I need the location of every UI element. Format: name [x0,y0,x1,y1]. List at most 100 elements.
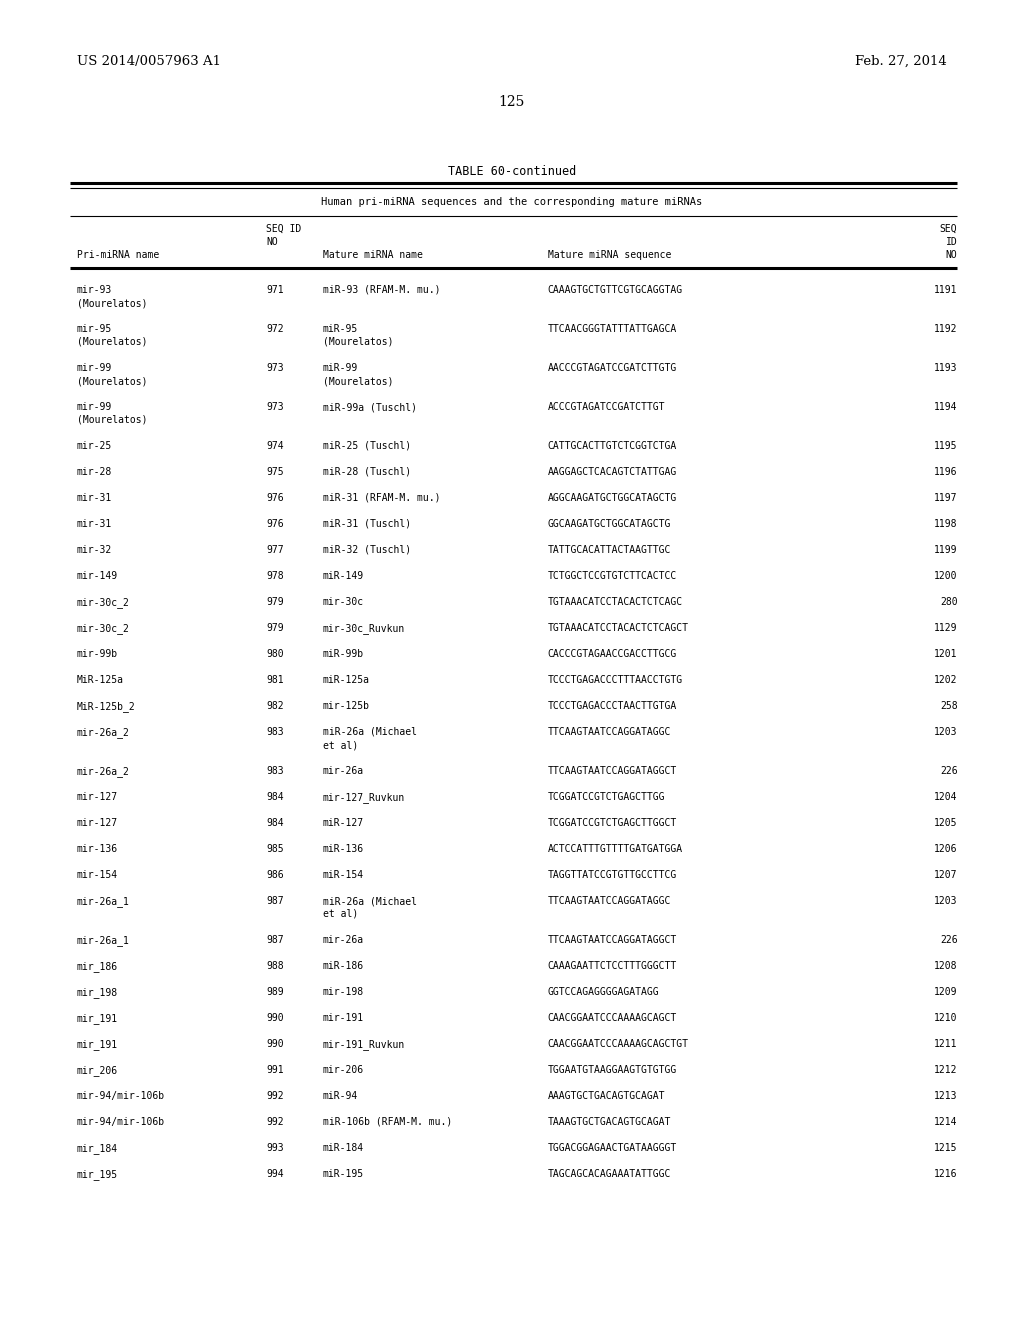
Text: 1194: 1194 [934,403,957,412]
Text: TCTGGCTCCGTGTCTTCACTCC: TCTGGCTCCGTGTCTTCACTCC [548,572,677,581]
Text: mir-191: mir-191 [323,1012,364,1023]
Text: TGGAATGTAAGGAAGTGTGTGG: TGGAATGTAAGGAAGTGTGTGG [548,1065,677,1074]
Text: 1198: 1198 [934,519,957,529]
Text: 982: 982 [266,701,285,711]
Text: miR-99b: miR-99b [323,649,364,659]
Text: 1197: 1197 [934,492,957,503]
Text: mir-154: mir-154 [77,870,118,880]
Text: mir-127_Ruvkun: mir-127_Ruvkun [323,792,404,803]
Text: TGTAAACATCCTACACTCTCAGCT: TGTAAACATCCTACACTCTCAGCT [548,623,689,634]
Text: 978: 978 [266,572,285,581]
Text: miR-195: miR-195 [323,1170,364,1179]
Text: mir-94/mir-106b: mir-94/mir-106b [77,1117,165,1127]
Text: miR-125a: miR-125a [323,675,370,685]
Text: 993: 993 [266,1143,285,1152]
Text: mir-206: mir-206 [323,1065,364,1074]
Text: 984: 984 [266,818,285,828]
Text: Human pri-miRNA sequences and the corresponding mature miRNAs: Human pri-miRNA sequences and the corres… [322,197,702,207]
Text: mir_198: mir_198 [77,987,118,998]
Text: TTCAAGTAATCCAGGATAGGC: TTCAAGTAATCCAGGATAGGC [548,896,671,906]
Text: CAACGGAATCCCAAAAGCAGCT: CAACGGAATCCCAAAAGCAGCT [548,1012,677,1023]
Text: mir-136: mir-136 [77,843,118,854]
Text: 1207: 1207 [934,870,957,880]
Text: TAGCAGCACAGAAATATTGGC: TAGCAGCACAGAAATATTGGC [548,1170,671,1179]
Text: mir-25: mir-25 [77,441,112,451]
Text: 1210: 1210 [934,1012,957,1023]
Text: 1205: 1205 [934,818,957,828]
Text: 1192: 1192 [934,323,957,334]
Text: 226: 226 [940,766,957,776]
Text: 1202: 1202 [934,675,957,685]
Text: TCCCTGAGACCCTAACTTGTGA: TCCCTGAGACCCTAACTTGTGA [548,701,677,711]
Text: CAACGGAATCCCAAAAGCAGCTGT: CAACGGAATCCCAAAAGCAGCTGT [548,1039,689,1049]
Text: 980: 980 [266,649,285,659]
Text: mir-198: mir-198 [323,987,364,997]
Text: mir-127: mir-127 [77,818,118,828]
Text: 1206: 1206 [934,843,957,854]
Text: ACCCGTAGATCCGATCTTGT: ACCCGTAGATCCGATCTTGT [548,403,666,412]
Text: GGCAAGATGCTGGCATAGCTG: GGCAAGATGCTGGCATAGCTG [548,519,671,529]
Text: NO: NO [266,238,278,247]
Text: 971: 971 [266,285,285,294]
Text: TGGACGGAGAACTGATAAGGGT: TGGACGGAGAACTGATAAGGGT [548,1143,677,1152]
Text: AAAGTGCTGACAGTGCAGAT: AAAGTGCTGACAGTGCAGAT [548,1092,666,1101]
Text: mir-94/mir-106b: mir-94/mir-106b [77,1092,165,1101]
Text: 979: 979 [266,597,285,607]
Text: miR-28 (Tuschl): miR-28 (Tuschl) [323,467,411,477]
Text: miR-32 (Tuschl): miR-32 (Tuschl) [323,545,411,554]
Text: mir-30c_2: mir-30c_2 [77,597,130,609]
Text: 1191: 1191 [934,285,957,294]
Text: mir-26a_1: mir-26a_1 [77,896,130,907]
Text: 983: 983 [266,727,285,737]
Text: TAGGTTATCCGTGTTGCCTTCG: TAGGTTATCCGTGTTGCCTTCG [548,870,677,880]
Text: TATTGCACATTACTAAGTTGC: TATTGCACATTACTAAGTTGC [548,545,671,554]
Text: miR-99a (Tuschl): miR-99a (Tuschl) [323,403,417,412]
Text: 977: 977 [266,545,285,554]
Text: 258: 258 [940,701,957,711]
Text: 1211: 1211 [934,1039,957,1049]
Text: miR-106b (RFAM-M. mu.): miR-106b (RFAM-M. mu.) [323,1117,452,1127]
Text: mir_191: mir_191 [77,1012,118,1024]
Text: 972: 972 [266,323,285,334]
Text: 1201: 1201 [934,649,957,659]
Text: miR-99: miR-99 [323,363,357,374]
Text: TCGGATCCGTCTGAGCTTGG: TCGGATCCGTCTGAGCTTGG [548,792,666,803]
Text: mir-30c_2: mir-30c_2 [77,623,130,634]
Text: US 2014/0057963 A1: US 2014/0057963 A1 [77,55,221,69]
Text: MiR-125b_2: MiR-125b_2 [77,701,135,711]
Text: ID: ID [946,238,957,247]
Text: mir-99b: mir-99b [77,649,118,659]
Text: miR-31 (RFAM-M. mu.): miR-31 (RFAM-M. mu.) [323,492,440,503]
Text: miR-93 (RFAM-M. mu.): miR-93 (RFAM-M. mu.) [323,285,440,294]
Text: Pri-miRNA name: Pri-miRNA name [77,249,159,260]
Text: 975: 975 [266,467,285,477]
Text: Feb. 27, 2014: Feb. 27, 2014 [855,55,947,69]
Text: mir-93: mir-93 [77,285,112,294]
Text: 984: 984 [266,792,285,803]
Text: miR-149: miR-149 [323,572,364,581]
Text: 983: 983 [266,766,285,776]
Text: miR-184: miR-184 [323,1143,364,1152]
Text: mir-26a_2: mir-26a_2 [77,766,130,777]
Text: 1214: 1214 [934,1117,957,1127]
Text: 125: 125 [499,95,525,110]
Text: (Mourelatos): (Mourelatos) [323,376,393,385]
Text: 986: 986 [266,870,285,880]
Text: mir-31: mir-31 [77,519,112,529]
Text: mir-31: mir-31 [77,492,112,503]
Text: CATTGCACTTGTCTCGGTCTGA: CATTGCACTTGTCTCGGTCTGA [548,441,677,451]
Text: (Mourelatos): (Mourelatos) [77,298,147,308]
Text: mir-26a: mir-26a [323,766,364,776]
Text: 994: 994 [266,1170,285,1179]
Text: miR-94: miR-94 [323,1092,357,1101]
Text: mir-28: mir-28 [77,467,112,477]
Text: 990: 990 [266,1012,285,1023]
Text: AACCCGTAGATCCGATCTTGTG: AACCCGTAGATCCGATCTTGTG [548,363,677,374]
Text: mir-127: mir-127 [77,792,118,803]
Text: TAAAGTGCTGACAGTGCAGAT: TAAAGTGCTGACAGTGCAGAT [548,1117,671,1127]
Text: (Mourelatos): (Mourelatos) [77,376,147,385]
Text: miR-154: miR-154 [323,870,364,880]
Text: miR-127: miR-127 [323,818,364,828]
Text: mir_206: mir_206 [77,1065,118,1076]
Text: 1196: 1196 [934,467,957,477]
